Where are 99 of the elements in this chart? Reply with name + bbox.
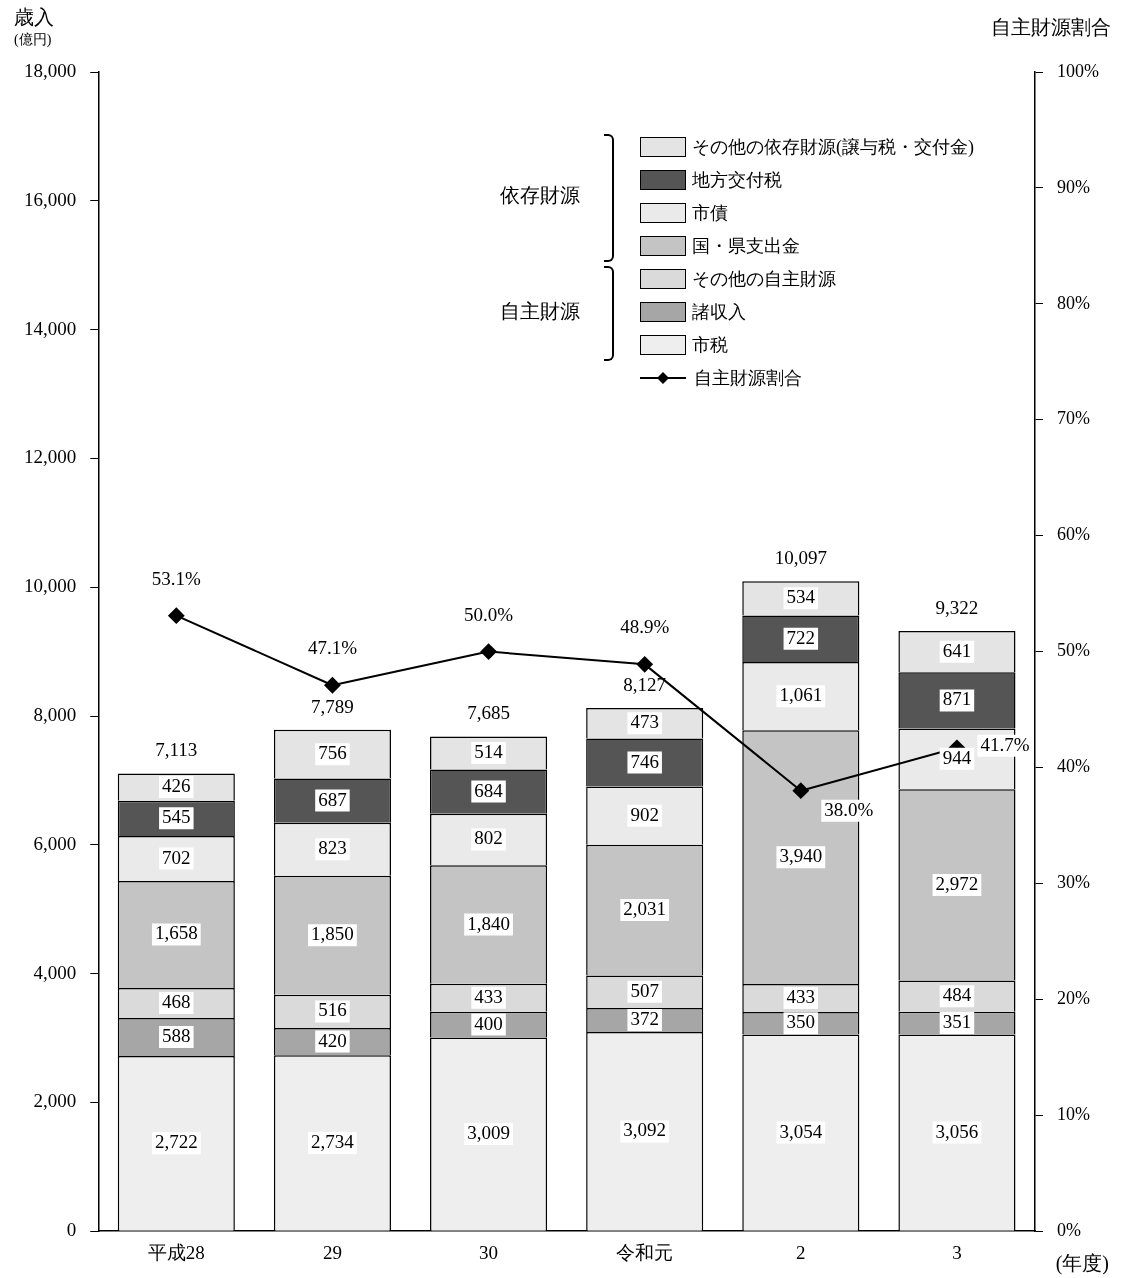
y-tick-label: 4,000	[33, 961, 77, 983]
data-label: 2,722	[154, 1131, 198, 1153]
data-label: 484	[942, 984, 972, 1006]
y2-tick-label: 0%	[1057, 1219, 1082, 1240]
data-label: 372	[630, 1008, 659, 1030]
total-label: 10,097	[774, 547, 827, 569]
legend-label: 国・県支出金	[692, 234, 800, 258]
y-tick-label: 12,000	[24, 446, 77, 468]
data-label: 545	[162, 806, 191, 828]
data-label: 871	[942, 688, 972, 710]
y-tick-label: 2,000	[33, 1090, 77, 1112]
y2-axis-title: 自主財源割合	[991, 15, 1111, 40]
x-tick-label: 3	[952, 1241, 962, 1263]
data-label: 3,054	[779, 1120, 823, 1142]
x-tick-label: 令和元	[616, 1241, 674, 1263]
y-tick-label: 8,000	[33, 703, 77, 725]
y2-tick-label: 70%	[1057, 408, 1091, 429]
data-label: 3,009	[467, 1122, 510, 1144]
y2-tick-label: 100%	[1057, 60, 1100, 81]
legend-label: その他の自主財源	[692, 267, 836, 291]
y-tick-label: 14,000	[24, 317, 77, 339]
data-label: 516	[318, 999, 347, 1021]
point	[636, 656, 653, 673]
x-tick-label: 2	[796, 1241, 806, 1263]
point	[324, 677, 341, 694]
point	[480, 643, 497, 660]
legend-label: 市債	[692, 201, 728, 225]
data-label: 47.1%	[307, 637, 358, 659]
data-label: 350	[786, 1011, 816, 1033]
data-label: 802	[474, 827, 503, 849]
data-label: 400	[474, 1012, 503, 1034]
y2-tick-label: 20%	[1057, 988, 1091, 1009]
data-label: 433	[474, 985, 503, 1007]
data-label: 684	[474, 779, 504, 801]
total-label: 9,322	[935, 597, 979, 619]
y2-tick-label: 50%	[1057, 640, 1091, 661]
data-label: 3,092	[623, 1119, 667, 1141]
annotation: 自主財源	[500, 299, 580, 322]
data-label: 534	[786, 586, 816, 608]
data-label: 468	[162, 990, 191, 1012]
data-label: 687	[318, 788, 347, 810]
y-tick-label: 10,000	[24, 575, 77, 597]
y-tick-label: 6,000	[33, 832, 77, 854]
y-axis-title: 歳入 (億円)	[14, 5, 54, 49]
x-tick-label: 30	[479, 1241, 499, 1263]
data-label: 641	[942, 639, 972, 661]
data-label: 1,658	[154, 922, 198, 944]
data-label: 746	[630, 750, 659, 772]
data-label: 433	[786, 986, 816, 1008]
y2-tick-label: 10%	[1057, 1104, 1091, 1125]
data-label: 722	[786, 626, 816, 648]
y-tick-label: 0	[66, 1219, 77, 1241]
data-label: 351	[942, 1011, 972, 1033]
legend-label: 地方交付税	[692, 168, 782, 192]
data-label: 507	[630, 979, 659, 1001]
total-label: 8,127	[623, 674, 667, 696]
point	[792, 782, 809, 799]
data-label: 48.9%	[620, 616, 670, 638]
data-label: 473	[630, 711, 659, 733]
x-tick-label: 29	[322, 1241, 342, 1263]
y2-tick-label: 30%	[1057, 872, 1091, 893]
total-label: 7,685	[467, 702, 510, 724]
data-label: 823	[318, 837, 347, 859]
data-label: 756	[318, 742, 347, 764]
data-label: 53.1%	[151, 567, 202, 589]
total-label: 7,113	[155, 739, 198, 761]
x-tick-label: 平成28	[147, 1241, 205, 1263]
legend-label: 市税	[692, 333, 728, 357]
point	[168, 607, 185, 624]
data-label: 588	[162, 1024, 191, 1046]
data-label: 514	[474, 741, 504, 763]
data-label: 41.7%	[980, 733, 1030, 755]
data-label: 1,850	[311, 923, 354, 945]
y2-tick-label: 80%	[1057, 292, 1091, 313]
data-label: 902	[630, 803, 659, 825]
data-label: 1,061	[779, 684, 823, 706]
data-label: 1,840	[467, 912, 510, 934]
data-label: 944	[942, 746, 972, 768]
legend-label: 自主財源割合	[694, 366, 802, 390]
data-label: 50.0%	[464, 603, 514, 625]
data-label: 702	[162, 846, 191, 868]
legend-label: その他の依存財源(譲与税・交付金)	[692, 135, 974, 159]
y2-tick-label: 90%	[1057, 176, 1091, 197]
y-tick-label: 16,000	[24, 188, 77, 210]
data-label: 3,940	[779, 845, 823, 867]
annotation: 依存財源	[500, 184, 580, 206]
data-label: 2,031	[623, 898, 667, 920]
y2-tick-label: 40%	[1057, 756, 1091, 777]
data-label: 3,056	[935, 1120, 979, 1142]
y-tick-label: 18,000	[24, 59, 77, 81]
legend-label: 諸収入	[692, 300, 746, 324]
total-label: 7,789	[311, 695, 354, 717]
data-label: 2,734	[311, 1130, 355, 1152]
y2-tick-label: 60%	[1057, 524, 1091, 545]
data-label: 420	[318, 1029, 347, 1051]
x-axis-title: (年度)	[1055, 1251, 1109, 1277]
data-label: 426	[162, 775, 191, 797]
data-label: 38.0%	[824, 798, 874, 820]
data-label: 2,972	[935, 872, 979, 894]
